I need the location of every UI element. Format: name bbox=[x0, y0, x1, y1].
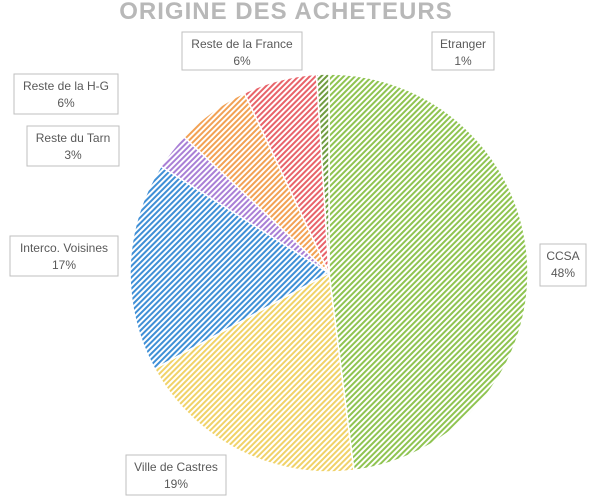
data-label-box bbox=[9, 235, 119, 277]
pie-slice-ville-de-castres bbox=[153, 271, 355, 473]
data-label-name: Ville de Castres bbox=[134, 460, 218, 474]
data-label-reste-de-la-france: Reste de la France 6% bbox=[181, 31, 303, 71]
data-label-value: 6% bbox=[57, 96, 75, 110]
data-label-value: 48% bbox=[551, 266, 575, 280]
data-label-name: Etranger bbox=[440, 37, 486, 51]
data-label-ccsa: CCSA 48% bbox=[539, 243, 587, 287]
data-label-box bbox=[13, 73, 119, 115]
data-label-reste-du-tarn: Reste du Tarn 3% bbox=[26, 125, 120, 167]
data-label-ville-de-castres: Ville de Castres 19% bbox=[125, 454, 227, 496]
data-label-etranger: Etranger 1% bbox=[431, 31, 495, 71]
data-label-value: 1% bbox=[454, 54, 472, 68]
data-label-interco-voisines: Interco. Voisines 17% bbox=[9, 235, 119, 277]
data-label-name: Interco. Voisines bbox=[20, 241, 108, 255]
chart-title: ORIGINE DES ACHETEURS bbox=[119, 0, 453, 25]
pie-slice-etranger bbox=[315, 73, 330, 274]
data-label-name: Reste de la H-G bbox=[23, 79, 109, 93]
data-label-value: 19% bbox=[164, 477, 188, 491]
pie-slice-ccsa bbox=[328, 73, 529, 472]
data-label-name: CCSA bbox=[546, 249, 579, 263]
data-label-value: 17% bbox=[52, 258, 76, 272]
data-label-name: Reste du Tarn bbox=[36, 131, 111, 145]
data-label-reste-de-la-h-g: Reste de la H-G 6% bbox=[13, 73, 119, 115]
data-label-box bbox=[539, 243, 587, 287]
pie-slice-interco-voisines bbox=[129, 165, 331, 370]
data-label-box bbox=[431, 31, 495, 71]
data-label-name: Reste de la France bbox=[191, 37, 293, 51]
data-label-value: 6% bbox=[233, 54, 251, 68]
data-label-box bbox=[125, 454, 227, 496]
data-label-box bbox=[181, 31, 303, 71]
data-label-box bbox=[26, 125, 120, 167]
data-label-value: 3% bbox=[64, 148, 82, 162]
